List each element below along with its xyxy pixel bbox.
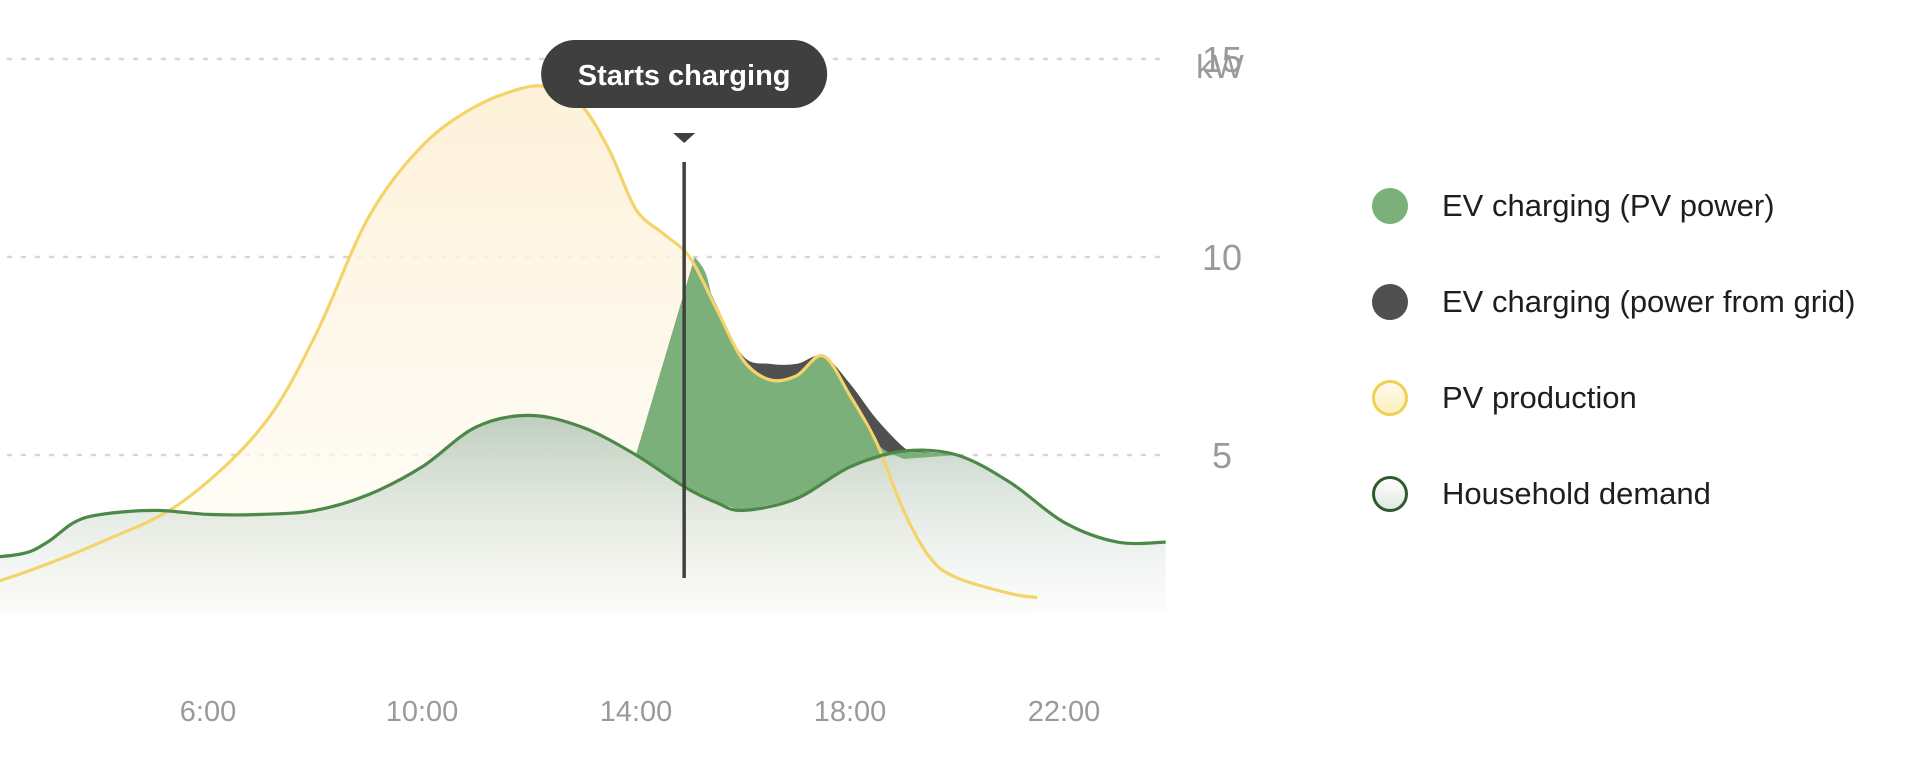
y-unit-label: kW <box>1196 48 1245 85</box>
tooltip-text: Starts charging <box>578 60 791 92</box>
legend-item: Household demand <box>1372 474 1856 514</box>
x-tick-label: 10:00 <box>386 696 459 728</box>
legend-label: PV production <box>1442 380 1637 415</box>
y-tick-label: 15 <box>1202 39 1242 80</box>
x-tick-label: 14:00 <box>600 696 673 728</box>
tooltip-bubble <box>541 40 828 108</box>
tooltip-pointer <box>673 133 696 143</box>
ev-charging-pv-area <box>636 257 957 511</box>
legend-label: EV charging (power from grid) <box>1442 284 1856 319</box>
legend-item: EV charging (power from grid) <box>1372 282 1856 322</box>
x-tick-label: 22:00 <box>1028 696 1101 728</box>
legend-swatch-icon <box>1372 380 1408 416</box>
household-demand-line <box>0 413 1166 559</box>
legend: EV charging (PV power) EV charging (power… <box>1372 186 1856 570</box>
y-tick-label: 10 <box>1202 237 1242 278</box>
household-demand-area <box>0 415 1166 612</box>
legend-label: EV charging (PV power) <box>1442 188 1775 223</box>
x-tick-label: 18:00 <box>814 696 887 728</box>
legend-item: PV production <box>1372 378 1856 418</box>
legend-swatch-icon <box>1372 476 1408 512</box>
legend-label: Household demand <box>1442 476 1711 511</box>
series-layer <box>0 84 1166 612</box>
axes: kW 5 10 15 6:00 10:00 14:00 18:00 22:00 <box>180 39 1245 728</box>
legend-swatch-icon <box>1372 188 1408 224</box>
y-tick-label: 5 <box>1212 435 1232 476</box>
legend-swatch-icon <box>1372 284 1408 320</box>
energy-chart: Starts charging kW 5 10 15 6:00 10:00 14:00 18… <box>0 39 1245 728</box>
annotation: Starts charging <box>541 40 828 578</box>
x-tick-label: 6:00 <box>180 696 236 728</box>
legend-item: EV charging (PV power) <box>1372 186 1856 226</box>
